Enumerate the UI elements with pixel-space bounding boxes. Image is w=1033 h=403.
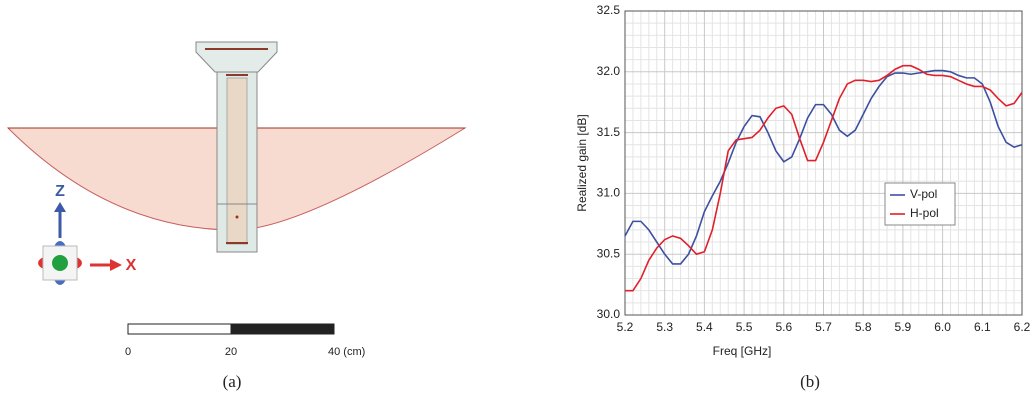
caption: (b) (800, 372, 820, 391)
axis-label: X (126, 257, 137, 274)
legend-label: V-pol (910, 187, 937, 201)
y-tick-label: 31.0 (597, 186, 621, 200)
scale-label: 20 (225, 346, 237, 358)
x-axis-title: Freq [GHz] (713, 344, 772, 358)
x-tick-label: 5.8 (855, 320, 872, 334)
scale-label: 0 (125, 346, 131, 358)
x-tick-label: 5.3 (656, 320, 673, 334)
legend-label: H-pol (910, 206, 939, 220)
scale-label: 40 (cm) (328, 346, 365, 358)
caption: (a) (223, 372, 242, 391)
x-tick-label: 5.9 (895, 320, 912, 334)
y-tick-label: 31.5 (597, 125, 621, 139)
y-axis-title: Realized gain [dB] (575, 114, 589, 211)
y-tick-label: 30.0 (597, 307, 621, 321)
x-tick-label: 5.5 (736, 320, 753, 334)
figure: Z X 0 20 40 (cm) (a) (b) Freq [GHz] Real… (0, 0, 1033, 398)
y-tick-label: 30.5 (597, 246, 621, 260)
axis-label: Z (55, 183, 65, 200)
y-tick-label: 32.5 (597, 3, 621, 17)
x-tick-label: 6.1 (974, 320, 991, 334)
x-tick-label: 6.2 (1014, 320, 1031, 334)
x-tick-label: 5.7 (815, 320, 832, 334)
x-tick-label: 6.0 (934, 320, 951, 334)
x-tick-label: 5.6 (775, 320, 792, 334)
x-tick-label: 5.4 (696, 320, 713, 334)
x-tick-label: 5.2 (617, 320, 634, 334)
antenna-drawing (8, 42, 465, 252)
y-tick-label: 32.0 (597, 64, 621, 78)
scale-bar: 0 20 40 (cm) (125, 324, 365, 358)
